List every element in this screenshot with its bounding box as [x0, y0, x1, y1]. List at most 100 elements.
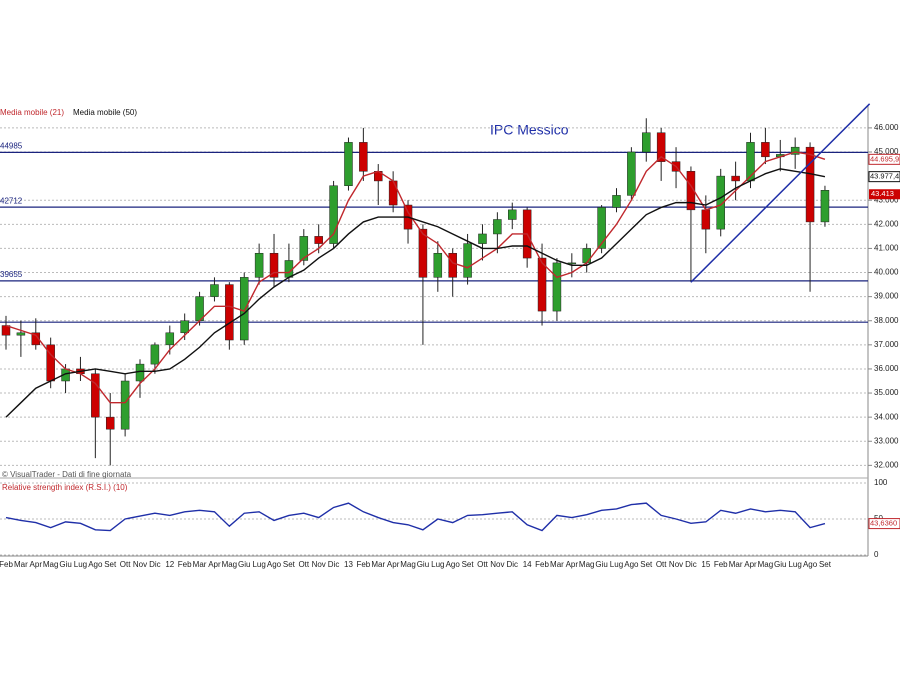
candle-body — [761, 142, 770, 158]
candle-body — [314, 236, 323, 244]
rsi-tick-label: 100 — [874, 478, 888, 487]
candle-body — [642, 132, 651, 153]
rsi-tick-label: 0 — [874, 550, 879, 559]
candle-body — [91, 373, 100, 418]
y-tick-label: 40.000 — [874, 268, 899, 277]
candle-body — [448, 252, 457, 278]
candle-body — [388, 180, 398, 206]
x-tick-label: Mar — [371, 560, 385, 569]
x-tick-label: Ott — [120, 560, 131, 569]
candle-body — [656, 132, 666, 162]
x-tick-label: 15 — [701, 560, 710, 569]
candle-body — [686, 171, 696, 211]
candle-body — [299, 236, 309, 261]
candle-body — [582, 248, 591, 264]
y-tick-label: 41.000 — [874, 244, 899, 253]
y-tick-label: 36.000 — [874, 364, 899, 373]
rsi-last-label: 43,6360 — [870, 519, 897, 528]
rsi-last-box — [868, 518, 900, 530]
x-tick-label: Giu — [238, 560, 250, 569]
last-close-box — [869, 189, 900, 200]
x-tick-label: Feb — [714, 560, 728, 569]
x-tick-label: Feb — [356, 560, 370, 569]
candle-body — [329, 185, 338, 244]
candle-body — [701, 209, 711, 230]
candle-body — [493, 219, 502, 235]
x-tick-label: Apr — [387, 560, 400, 569]
x-tick-label: Dic — [149, 560, 161, 569]
x-tick-label: Lug — [74, 560, 87, 569]
candle-body — [269, 252, 279, 278]
rsi-title: Relative strength index (R.S.I.) (10) — [2, 483, 128, 492]
level-label: 44985 — [0, 141, 23, 150]
last-close-label: 43.413 — [871, 189, 894, 198]
x-tick-label: Lug — [431, 560, 444, 569]
y-tick-label: 33.000 — [874, 436, 899, 445]
candle-body — [418, 228, 428, 278]
candle-body — [120, 380, 130, 430]
candle-body — [508, 209, 517, 220]
y-tick-label: 43.000 — [874, 195, 899, 204]
x-tick-label: Nov — [133, 560, 147, 569]
x-tick-label: Set — [640, 560, 653, 569]
x-tick-label: Ago — [803, 560, 818, 569]
x-tick-label: Feb — [535, 560, 549, 569]
candle-body — [627, 151, 636, 196]
y-tick-label: 42.000 — [874, 219, 899, 228]
y-tick-label: 35.000 — [874, 388, 899, 397]
candle-body — [552, 262, 562, 312]
candle-body — [344, 142, 353, 186]
candle-body — [805, 146, 815, 223]
candle-body — [716, 175, 725, 230]
candle-body — [463, 243, 472, 278]
watermark: © VisualTrader - Dati di fine giornata — [2, 470, 132, 479]
x-tick-label: Ago — [624, 560, 639, 569]
x-tick-label: Nov — [490, 560, 504, 569]
last-value-box — [868, 171, 900, 183]
y-tick-label: 37.000 — [874, 340, 899, 349]
trendline — [690, 103, 871, 283]
candle-body — [150, 344, 160, 365]
candle-body — [254, 252, 264, 278]
ma-line — [5, 151, 826, 404]
x-tick-label: Set — [819, 560, 832, 569]
x-tick-label: Set — [104, 560, 117, 569]
legend-entry: Media mobile (21) — [0, 108, 64, 117]
x-tick-label: Mag — [758, 560, 774, 569]
candle-body — [210, 284, 219, 297]
candle-body — [31, 332, 41, 346]
x-tick-label: 14 — [523, 560, 532, 569]
x-tick-label: Ott — [298, 560, 309, 569]
x-tick-label: Ago — [267, 560, 282, 569]
candle-body — [820, 190, 830, 223]
x-tick-label: Ago — [446, 560, 461, 569]
x-tick-label: Giu — [417, 560, 429, 569]
x-tick-label: Giu — [59, 560, 71, 569]
candle-body — [165, 332, 175, 346]
chart-title: IPC Messico — [490, 122, 569, 138]
x-tick-label: Apr — [744, 560, 757, 569]
y-tick-label: 32.000 — [874, 460, 899, 469]
candle-body — [359, 142, 368, 172]
x-tick-label: Nov — [312, 560, 326, 569]
y-tick-label: 39.000 — [874, 292, 899, 301]
x-tick-label: Dic — [328, 560, 340, 569]
last-value-label: 44.695,9 — [870, 154, 899, 163]
x-tick-label: Mar — [193, 560, 207, 569]
x-tick-label: Lug — [610, 560, 623, 569]
x-tick-label: Mag — [43, 560, 59, 569]
y-tick-label: 45.000 — [874, 147, 899, 156]
candle-body — [135, 363, 145, 382]
x-tick-label: Dic — [685, 560, 697, 569]
level-label: 39655 — [0, 270, 23, 279]
x-tick-label: Feb — [178, 560, 192, 569]
x-tick-label: Mar — [729, 560, 743, 569]
candle-body — [597, 207, 606, 249]
last-value-label: 43.977,4 — [870, 172, 899, 181]
candle-body — [180, 320, 189, 334]
y-tick-label: 46.000 — [874, 123, 899, 132]
x-tick-label: Ott — [656, 560, 667, 569]
candle-body — [433, 252, 443, 278]
